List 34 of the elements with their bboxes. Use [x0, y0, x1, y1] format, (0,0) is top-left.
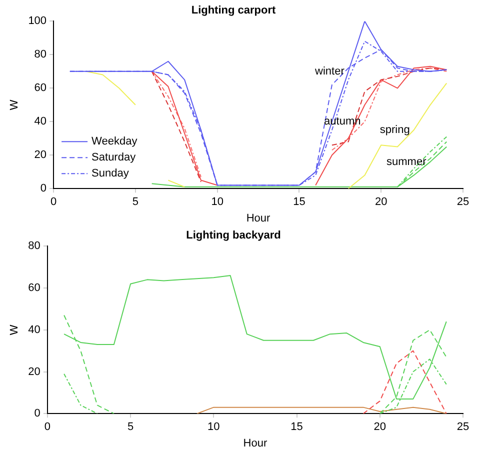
y-tick-label: 0	[34, 408, 40, 420]
y-tick-label: 40	[28, 324, 40, 336]
legend-label: Weekday	[92, 136, 138, 148]
annotation: summer	[386, 156, 427, 168]
y-tick-label: 60	[34, 82, 47, 94]
x-tick-label: 0	[50, 196, 57, 208]
x-tick-label: 5	[127, 421, 134, 434]
x-tick-label: 10	[208, 421, 220, 434]
x-tick-label: 5	[132, 196, 139, 208]
annotation: winter	[314, 65, 345, 78]
annotation: spring	[380, 124, 410, 136]
x-tick-label: 15	[293, 196, 306, 208]
y-tick-label: 100	[28, 15, 47, 28]
x-axis-title: Hour	[243, 437, 268, 450]
chart-title: Lighting backyard	[186, 230, 281, 242]
y-axis-title: W	[8, 99, 21, 110]
x-tick-label: 20	[374, 196, 388, 208]
x-tick-label: 25	[456, 421, 470, 434]
x-tick-label: 10	[211, 196, 224, 208]
legend-label: Sunday	[92, 168, 130, 180]
x-tick-label: 20	[374, 421, 386, 434]
x-axis-title: Hour	[246, 212, 271, 224]
chart-title: Lighting carport	[191, 4, 276, 17]
y-tick-label: 40	[34, 116, 47, 128]
y-axis-title: W	[8, 324, 21, 336]
legend-label: Saturday	[92, 152, 136, 164]
y-tick-label: 20	[28, 366, 40, 378]
y-tick-label: 80	[28, 240, 40, 252]
y-tick-label: 60	[28, 282, 40, 294]
y-tick-label: 80	[34, 48, 47, 61]
x-tick-label: 15	[290, 421, 303, 434]
x-tick-label: 25	[456, 196, 470, 208]
y-tick-label: 0	[40, 182, 47, 195]
y-tick-label: 20	[34, 149, 47, 162]
